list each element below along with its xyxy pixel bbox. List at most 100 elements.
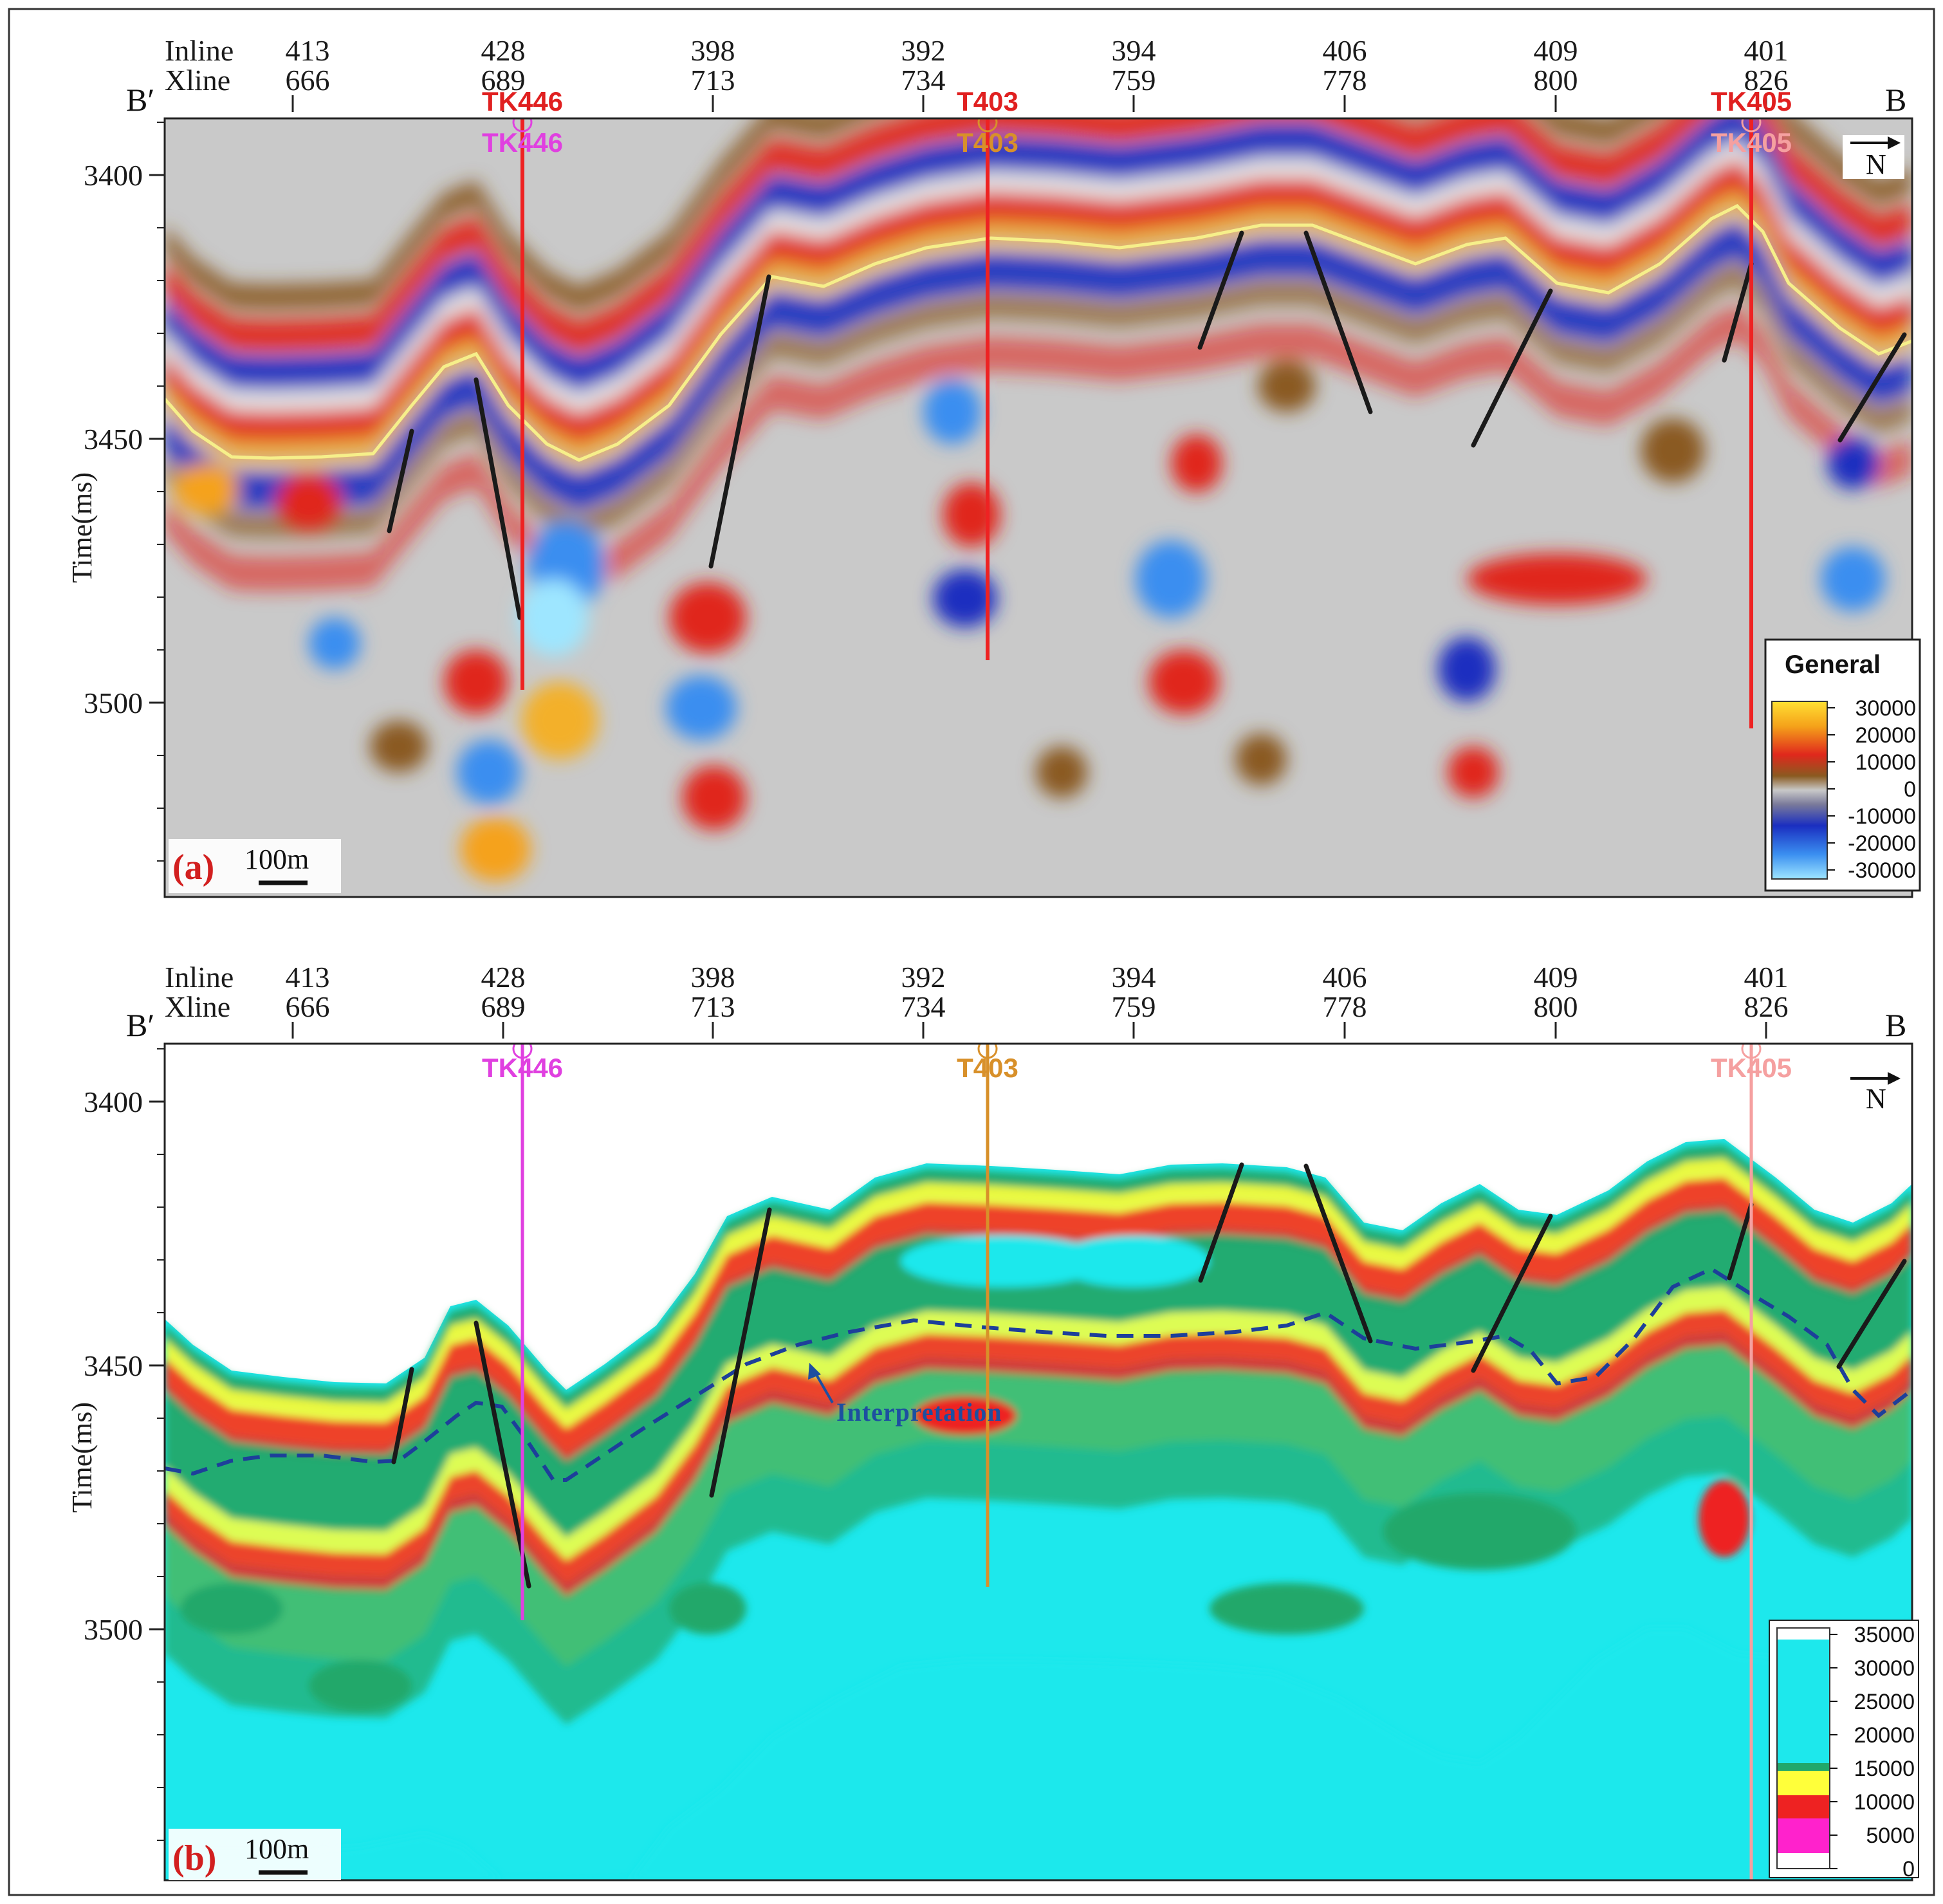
y-tick-label: 3400 <box>84 1086 143 1118</box>
xline-tick-label: 778 <box>1323 990 1367 1023</box>
inline-tick-label: 409 <box>1534 961 1578 994</box>
xline-tick-label: 800 <box>1534 990 1578 1023</box>
y-tick-label: 3450 <box>84 1349 143 1382</box>
fault-line <box>1303 230 1373 414</box>
legend-colorbar-b <box>1776 1627 1830 1869</box>
inline-tick-label: 401 <box>1744 34 1789 67</box>
xline-tick-label: 689 <box>481 64 526 97</box>
right-end-label-a: B <box>1885 82 1906 118</box>
inline-tick-label: 398 <box>691 961 735 994</box>
trace-labels-b: 4136664286893987133927343947594067784098… <box>286 961 1789 1039</box>
axis-row-title-inline-a: Inline <box>165 34 234 67</box>
legend-tick-label: 20000 <box>1855 723 1916 748</box>
section-frame-b <box>163 1042 1913 1881</box>
panel-label-box-a: (a) 100m <box>169 839 341 893</box>
well-head-icon <box>512 1044 533 1059</box>
legend-swatch <box>1777 1771 1830 1795</box>
well-head-icon <box>512 118 533 133</box>
horizon-line-a <box>165 203 1912 462</box>
xline-tick-label: 826 <box>1744 990 1789 1023</box>
fault-line <box>1471 288 1553 448</box>
legend-tick-label: -20000 <box>1848 831 1916 856</box>
fault-line <box>1198 1162 1244 1283</box>
interpretation-line <box>165 1266 1912 1482</box>
y-tick-label: 3400 <box>84 159 143 192</box>
right-end-label-b: B <box>1885 1007 1906 1043</box>
fault-line <box>1837 332 1907 443</box>
legend-colorbar-a <box>1771 701 1828 880</box>
fault-line <box>474 1320 531 1589</box>
left-end-label-a: B′ <box>126 82 154 118</box>
fault-line <box>474 377 522 620</box>
legend-swatch <box>1777 1795 1830 1818</box>
legend-tick-label: 20000 <box>1854 1723 1915 1748</box>
scale-bar-label-b: 100m <box>244 1833 309 1865</box>
legend-tick-label: -10000 <box>1848 804 1916 829</box>
inline-tick-label: 406 <box>1323 961 1367 994</box>
well-label-inner: T403 <box>957 127 1018 158</box>
well-head-icon <box>1741 118 1762 133</box>
panel-label-box-b: (b) 100m <box>169 1829 341 1880</box>
fault-line <box>1727 1202 1754 1280</box>
legend-tick-label: -30000 <box>1848 858 1916 883</box>
inline-tick-label: 413 <box>286 34 330 67</box>
y-axis-title-b: Time(ms) <box>66 1402 98 1513</box>
left-end-label-b: B′ <box>126 1007 154 1043</box>
inline-tick-label: 392 <box>901 961 946 994</box>
y-tick-label: 3450 <box>84 423 143 456</box>
xline-tick-label: 800 <box>1534 64 1578 97</box>
well-label-inner: TK405 <box>1711 1053 1792 1083</box>
legend-tick-label: 10000 <box>1855 750 1916 775</box>
legend-swatch <box>1777 1853 1830 1869</box>
inline-tick-label: 428 <box>481 961 526 994</box>
legend-tick-label: 5000 <box>1866 1824 1915 1848</box>
legend-colorbar-frame <box>1776 1627 1830 1869</box>
xline-tick-label: 759 <box>1112 64 1156 97</box>
inline-tick-label: 394 <box>1112 34 1156 67</box>
y-tick-label: 3500 <box>84 687 143 719</box>
attribute-section-b: TK446 T403 TK405 <box>165 1044 1912 1880</box>
fault-line <box>1836 1259 1907 1369</box>
legend-swatch <box>1777 1818 1830 1853</box>
well-head-icon <box>1741 1044 1762 1059</box>
legend-swatch <box>1777 1628 1830 1640</box>
axis-row-title-xline-b: Xline <box>165 990 230 1023</box>
xline-tick-label: 666 <box>286 990 330 1023</box>
axis-row-title-inline-b: Inline <box>165 961 234 994</box>
inline-tick-label: 392 <box>901 34 946 67</box>
legend-title-a: General <box>1785 651 1881 679</box>
interpretation-annotation: Interpretation <box>808 1363 1002 1427</box>
panel-label-a: (a) <box>172 847 214 887</box>
panel-label-b: (b) <box>172 1838 216 1878</box>
legend-tick-label: 35000 <box>1854 1623 1915 1647</box>
fault-line <box>1303 1163 1373 1344</box>
y-tick-label: 3500 <box>84 1613 143 1646</box>
legend-tick-label: 15000 <box>1854 1757 1915 1781</box>
fault-line <box>391 1367 414 1465</box>
inline-tick-label: 409 <box>1534 34 1578 67</box>
well-labels-top-a: TK446 T403 TK405 <box>482 86 1792 116</box>
well-label-inner: T403 <box>957 1053 1018 1083</box>
well-label-top: TK405 <box>1711 86 1792 116</box>
inline-tick-label: 428 <box>481 34 526 67</box>
well-label-inner: TK405 <box>1711 127 1792 158</box>
y-axis-title-a: Time(ms) <box>66 472 98 583</box>
fault-line <box>708 274 771 569</box>
axis-row-title-xline-a: Xline <box>165 64 230 97</box>
fault-line <box>1471 1214 1553 1373</box>
well-label-top: TK446 <box>482 86 563 116</box>
legend-tick-label: 10000 <box>1854 1790 1915 1815</box>
section-frame-a <box>163 117 1913 898</box>
legend-tick-label: 30000 <box>1855 696 1916 721</box>
well-label-top: T403 <box>957 86 1018 116</box>
xline-tick-label: 734 <box>901 64 946 97</box>
outer-frame <box>8 8 1935 1896</box>
well-head-icon <box>977 1044 998 1059</box>
interpretation-label: Interpretation <box>836 1398 1002 1427</box>
y-axis-b: 3400 3450 3500 <box>84 1048 165 1841</box>
fault-line <box>387 429 414 533</box>
fault-line <box>1722 261 1754 363</box>
fault-line <box>1197 230 1244 350</box>
legend-b: 35000 30000 25000 20000 15000 10000 5000 0 <box>1769 1620 1919 1881</box>
